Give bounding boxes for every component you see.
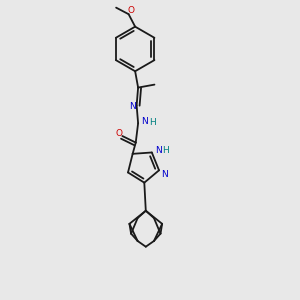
Text: H: H <box>149 118 156 127</box>
Text: N: N <box>161 170 168 179</box>
Text: N: N <box>129 102 136 111</box>
Text: O: O <box>127 6 134 15</box>
Text: N: N <box>155 146 162 154</box>
Text: O: O <box>115 129 122 138</box>
Text: H: H <box>162 146 169 155</box>
Text: N: N <box>141 117 148 126</box>
